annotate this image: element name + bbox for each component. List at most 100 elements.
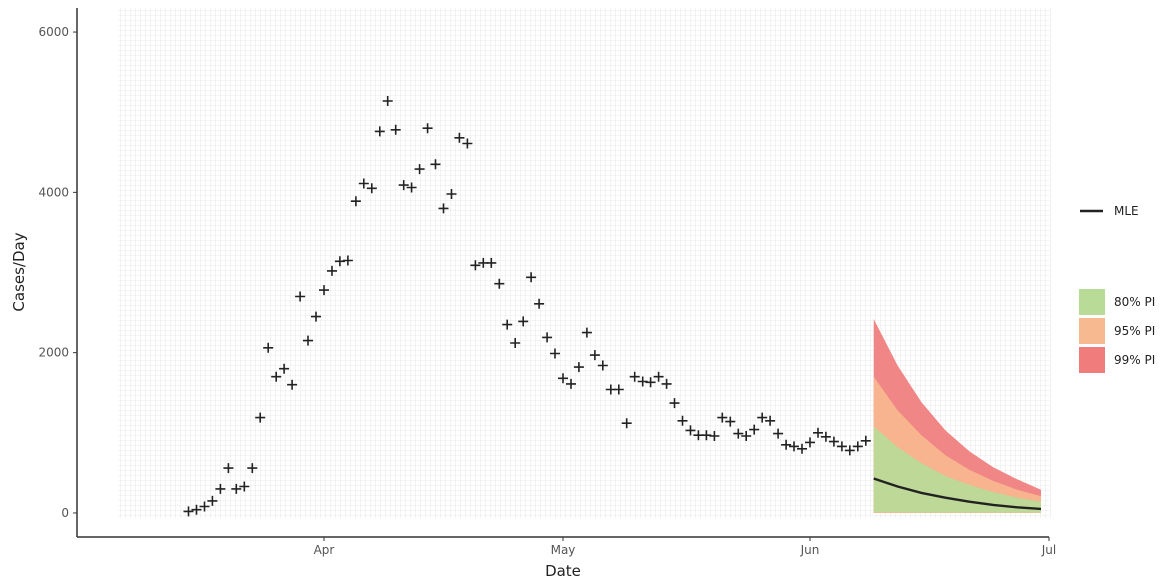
observed-point [422,123,433,134]
observed-point [844,445,855,456]
legend-mle-label: MLE [1114,204,1139,218]
observed-point [191,504,202,515]
observed-point [645,377,656,388]
observed-point [231,483,242,494]
observed-point [852,441,863,452]
observed-point [390,124,401,135]
observed-point [773,428,784,439]
mle-line [873,477,1042,511]
observed-point [597,360,608,371]
observed-point [860,435,871,446]
legend-label-1: 95% PI [1114,324,1155,338]
observed-point [717,412,728,423]
observed-point [327,265,337,276]
legend-label-2: 99% PI [1114,353,1155,367]
observed-point [311,311,321,322]
observed-point [406,182,417,193]
observed-point [295,291,306,302]
observed-point [366,183,377,194]
observed-point [749,424,760,435]
observed-point [836,441,847,452]
observed-point [342,255,353,266]
observed-point [589,350,600,361]
observed-point [374,126,385,137]
x-tick-label: Jun [800,543,820,557]
observed-point [789,441,799,452]
observed-point [358,178,369,189]
observed-point [263,342,274,353]
observed-point [279,363,290,374]
observed-point [462,138,473,149]
observed-point [494,278,505,289]
observed-point [558,373,568,384]
observed-point [183,506,194,517]
observed-point [486,257,497,268]
observed-point [271,371,282,382]
observed-point [239,481,250,492]
observed-point [207,495,218,506]
observed-point [741,431,752,441]
observed-point [518,316,529,327]
y-tick-label: 0 [61,506,69,520]
observed-point [542,332,553,343]
observed-point [725,416,736,427]
observed-point [621,418,632,429]
observed-point [319,285,329,296]
legend: MLE 80% PI 95% PI 99% PI [1079,204,1155,373]
observed-point [199,501,210,512]
observed-point [510,338,521,348]
observed-point [350,196,361,207]
observed-point [828,436,839,447]
observed-point [613,384,624,395]
observed-point [215,483,226,494]
observed-point [677,415,688,426]
x-axis-title: Date [545,562,581,580]
observed-point [573,362,584,373]
observed-point [581,327,592,338]
observed-point [534,298,545,309]
observed-point [733,428,744,439]
observed-point [430,159,441,170]
observed-point [223,463,234,474]
legend-key-0 [1079,289,1105,315]
y-tick-label: 6000 [38,25,69,39]
y-axis-title: Cases/Day [10,232,28,311]
observed-point [797,443,807,454]
y-tick-label: 2000 [38,346,69,360]
observed-point [398,180,409,191]
observed-point [820,431,831,442]
observed-points [183,96,871,517]
observed-point [685,425,696,436]
axis-ticks: Apr May Jun Jul 0 2000 4000 6000 [38,25,1056,557]
observed-point [446,189,457,199]
observed-point [502,319,513,330]
x-tick-label: Jul [1041,543,1056,557]
observed-point [526,272,537,283]
observed-point [757,412,768,423]
observed-point [669,398,680,409]
observed-point [303,335,313,346]
legend-key-2 [1079,347,1105,373]
observed-point [382,96,393,106]
legend-key-1 [1079,318,1105,344]
observed-point [653,371,664,382]
y-tick-label: 4000 [38,185,69,199]
x-tick-label: Apr [314,543,335,557]
observed-point [765,415,776,426]
observed-point [661,378,672,389]
observed-point [287,379,298,390]
observed-point [550,348,560,359]
legend-label-0: 80% PI [1114,295,1155,309]
observed-point [438,203,449,214]
observed-point [247,463,258,474]
observed-point [566,378,576,389]
observed-point [629,371,640,382]
observed-point [454,132,465,143]
observed-point [709,431,720,441]
observed-point [813,427,823,438]
observed-point [255,412,266,423]
observed-point [805,437,815,448]
observed-point [414,164,425,175]
observed-point [781,439,792,450]
